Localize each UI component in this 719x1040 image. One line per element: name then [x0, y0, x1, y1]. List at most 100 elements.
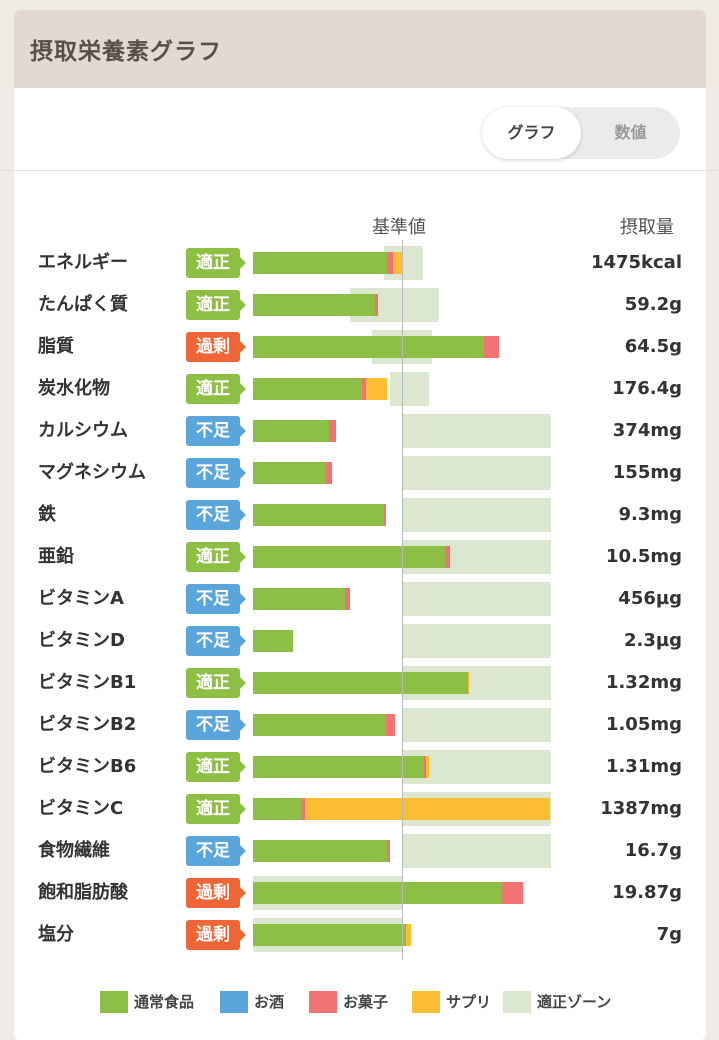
legend-swatch — [309, 991, 337, 1013]
intake-value: 155mg — [612, 462, 682, 483]
bar-normal-food — [253, 504, 385, 526]
nutrient-label: ビタミンB2 — [38, 714, 137, 735]
intake-value: 176.4g — [612, 378, 682, 399]
intake-value: 19.87g — [612, 882, 682, 903]
bar-normal-food — [253, 294, 376, 316]
bar-snacks — [387, 840, 391, 862]
legend-label: 適正ゾーン — [537, 993, 612, 1011]
nutrient-label: 鉄 — [38, 504, 56, 525]
legend-swatch — [412, 991, 440, 1013]
status-badge: 不足 — [186, 626, 246, 656]
nutrient-label: ビタミンA — [38, 588, 124, 609]
adequate-zone — [390, 372, 429, 406]
bar-snacks — [302, 798, 306, 820]
nutrient-label: 飽和脂肪酸 — [38, 882, 128, 903]
bar-normal-food — [253, 714, 386, 736]
intake-value: 2.3µg — [623, 630, 682, 651]
bar-snacks — [501, 882, 523, 904]
bar-snacks — [375, 294, 379, 316]
card-header: 摂取栄養素グラフ — [14, 10, 706, 88]
legend-label: お酒 — [254, 993, 285, 1011]
graph-toggle-button[interactable]: グラフ — [482, 107, 581, 159]
intake-value: 374mg — [612, 420, 682, 441]
bar-snacks — [424, 756, 426, 778]
bar-normal-food — [253, 882, 502, 904]
bar-snacks — [384, 504, 386, 526]
bar-normal-food — [253, 630, 294, 652]
intake-value: 456µg — [618, 588, 682, 609]
bar-supplement — [467, 672, 470, 694]
bar-snacks — [326, 462, 332, 484]
adequate-zone — [402, 498, 551, 532]
nutrient-label: マグネシウム — [38, 462, 146, 483]
intake-value: 1.05mg — [605, 714, 682, 735]
value-toggle-button[interactable]: 数値 — [614, 123, 647, 142]
status-badge: 適正 — [186, 794, 246, 824]
intake-value: 9.3mg — [618, 504, 682, 525]
intake-header: 摂取量 — [620, 217, 674, 238]
bar-normal-food — [253, 336, 484, 358]
intake-value: 16.7g — [624, 840, 682, 861]
nutrient-label: たんぱく質 — [38, 294, 128, 315]
nutrient-label: 脂質 — [38, 336, 74, 357]
status-badge: 適正 — [186, 248, 246, 278]
adequate-zone — [402, 582, 551, 616]
bar-supplement — [425, 756, 429, 778]
bar-normal-food — [253, 924, 407, 946]
bar-snacks — [328, 420, 337, 442]
status-badge: 不足 — [186, 416, 246, 446]
status-badge: 過剰 — [186, 332, 246, 362]
bar-normal-food — [253, 672, 468, 694]
nutrient-label: 亜鉛 — [38, 546, 74, 567]
nutrient-label: ビタミンD — [38, 630, 125, 651]
baseline-header: 基準値 — [372, 217, 426, 238]
view-toggle: グラフ 数値 — [482, 107, 680, 159]
intake-value: 7g — [656, 924, 682, 945]
nutrient-label: 炭水化物 — [38, 378, 110, 399]
legend-swatch — [220, 991, 248, 1013]
adequate-zone — [402, 414, 551, 448]
legend-swatch — [100, 991, 128, 1013]
bar-normal-food — [253, 840, 388, 862]
bar-supplement — [406, 924, 411, 946]
nutrient-label: 塩分 — [38, 924, 74, 945]
bar-snacks — [483, 336, 499, 358]
intake-value: 10.5mg — [605, 546, 682, 567]
bar-normal-food — [253, 798, 303, 820]
status-badge: 不足 — [186, 500, 246, 530]
status-badge: 過剰 — [186, 878, 246, 908]
status-badge: 過剰 — [186, 920, 246, 950]
intake-value: 64.5g — [624, 336, 682, 357]
nutrient-label: 食物繊維 — [38, 840, 110, 861]
status-badge: 不足 — [186, 458, 246, 488]
bar-normal-food — [253, 378, 362, 400]
status-badge: 不足 — [186, 836, 246, 866]
nutrient-label: ビタミンC — [38, 798, 124, 819]
card-title: 摂取栄養素グラフ — [30, 39, 222, 65]
nutrient-label: ビタミンB6 — [38, 756, 137, 777]
adequate-zone — [402, 708, 551, 742]
baseline-line — [402, 240, 403, 960]
status-badge: 適正 — [186, 668, 246, 698]
status-badge: 適正 — [186, 542, 246, 572]
bar-supplement — [393, 252, 402, 274]
adequate-zone — [402, 624, 551, 658]
nutrient-graph-card: 摂取栄養素グラフ — [14, 10, 706, 1040]
bar-snacks — [361, 378, 367, 400]
bar-snacks — [385, 714, 395, 736]
bar-normal-food — [253, 546, 446, 568]
intake-value: 1.31mg — [605, 756, 682, 777]
bar-normal-food — [253, 252, 388, 274]
legend-label: お菓子 — [343, 993, 389, 1011]
status-badge: 不足 — [186, 584, 246, 614]
nutrient-label: ビタミンB1 — [38, 672, 137, 693]
bar-snacks — [387, 252, 394, 274]
nutrient-label: カルシウム — [38, 420, 128, 441]
header-divider — [0, 170, 719, 171]
legend-label: 通常食品 — [134, 993, 195, 1011]
bar-supplement — [305, 798, 550, 820]
bar-normal-food — [253, 462, 326, 484]
bar-normal-food — [253, 420, 329, 442]
bar-snacks — [445, 546, 450, 568]
bar-normal-food — [253, 756, 425, 778]
